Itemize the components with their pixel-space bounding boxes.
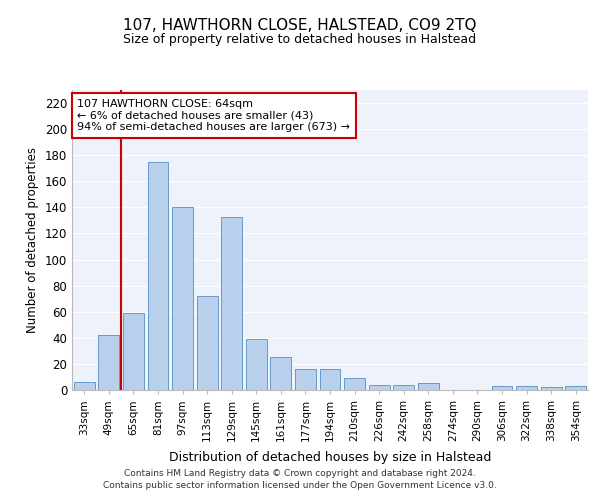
Bar (172, 208, 193, 390)
Bar (98, 335, 119, 390)
Bar (74, 382, 95, 390)
Bar (368, 385, 389, 390)
Text: Distribution of detached houses by size in Halstead: Distribution of detached houses by size … (169, 451, 491, 464)
Bar (148, 162, 169, 390)
Text: 107 HAWTHORN CLOSE: 64sqm
← 6% of detached houses are smaller (43)
94% of semi-d: 107 HAWTHORN CLOSE: 64sqm ← 6% of detach… (77, 99, 350, 132)
Bar (344, 378, 365, 390)
Text: 107, HAWTHORN CLOSE, HALSTEAD, CO9 2TQ: 107, HAWTHORN CLOSE, HALSTEAD, CO9 2TQ (123, 18, 477, 32)
Text: Contains public sector information licensed under the Open Government Licence v3: Contains public sector information licen… (103, 481, 497, 490)
Bar (491, 386, 512, 390)
Text: Contains HM Land Registry data © Crown copyright and database right 2024.: Contains HM Land Registry data © Crown c… (124, 468, 476, 477)
Y-axis label: Number of detached properties: Number of detached properties (26, 147, 39, 333)
Bar (295, 369, 316, 390)
Bar (393, 385, 414, 390)
Bar (246, 339, 267, 390)
Text: Size of property relative to detached houses in Halstead: Size of property relative to detached ho… (124, 32, 476, 46)
Bar (123, 313, 144, 390)
Bar (516, 386, 537, 390)
Bar (418, 384, 439, 390)
Bar (221, 216, 242, 390)
Bar (565, 386, 586, 390)
Bar (197, 296, 218, 390)
Bar (541, 388, 562, 390)
Bar (320, 369, 340, 390)
Bar (271, 358, 292, 390)
